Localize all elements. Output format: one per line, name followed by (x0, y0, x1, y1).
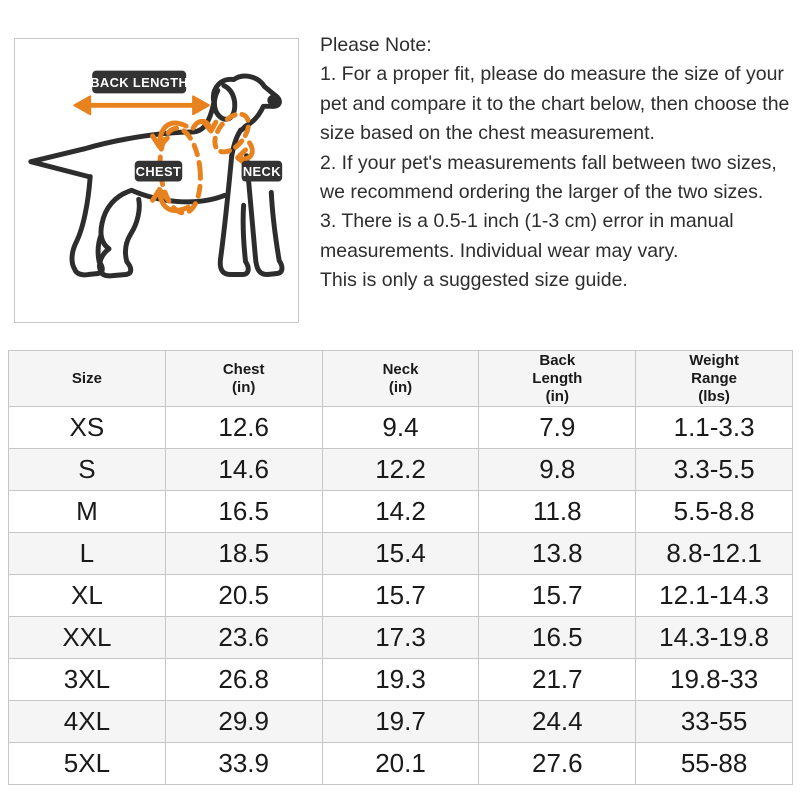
dog-hind-leg-near (97, 187, 142, 279)
table-cell: 15.7 (321, 574, 480, 617)
size-table-head: Size Chest (in) Neck (in) Back Length (i… (8, 350, 793, 407)
table-row: XXL 23.6 17.3 16.5 14.3-19.8 (8, 616, 793, 659)
header-cell-size: Size (8, 350, 166, 407)
table-cell: 14.2 (321, 490, 480, 533)
table-cell: 19.3 (321, 658, 480, 701)
table-cell: 3XL (8, 658, 166, 701)
notes-title: Please Note: (320, 34, 432, 56)
table-cell: 18.5 (164, 532, 323, 575)
notes-section: Please Note: 1. For a proper fit, please… (320, 31, 796, 296)
header-row: Size Chest (in) Neck (in) Back Length (i… (8, 350, 793, 407)
table-cell: 14.3-19.8 (635, 616, 793, 659)
table-cell: 27.6 (478, 742, 637, 785)
table-cell: M (8, 490, 166, 533)
header-cell-back-length: Back Length (in) (478, 350, 637, 407)
dog-nose (267, 94, 282, 107)
back-length-arrowhead-right (192, 95, 210, 116)
diagram-labels: BACK LENGTH CHEST NECK (90, 70, 283, 182)
table-row: L 18.5 15.4 13.8 8.8-12.1 (8, 532, 793, 575)
table-cell: 20.5 (164, 574, 323, 617)
table-cell: 14.6 (164, 448, 323, 491)
dog-throat (229, 127, 244, 159)
table-cell: 4XL (8, 700, 166, 743)
header-cell-chest: Chest (in) (164, 350, 323, 407)
table-cell: 26.8 (164, 658, 323, 701)
table-cell: 29.9 (164, 700, 323, 743)
table-cell: 33-55 (635, 700, 793, 743)
dog-diagram-svg: BACK LENGTH CHEST NECK (28, 70, 285, 279)
dog-front-leg-far (244, 153, 285, 277)
header-cell-weight-range: Weight Range (lbs) (635, 350, 793, 407)
dog-belly (129, 187, 228, 205)
table-row: XS 12.6 9.4 7.9 1.1-3.3 (8, 406, 793, 449)
table-cell: 17.3 (321, 616, 480, 659)
measurement-diagram-box: BACK LENGTH CHEST NECK (14, 38, 299, 323)
table-cell: 16.5 (164, 490, 323, 533)
table-cell: 5.5-8.8 (635, 490, 793, 533)
back-length-label: BACK LENGTH (90, 75, 188, 90)
table-row: 3XL 26.8 19.3 21.7 19.8-33 (8, 658, 793, 701)
note-item-2: 2. If your pet's measurements fall betwe… (320, 151, 777, 204)
neck-arrow-top-head (201, 119, 219, 134)
dog-hind-leg-far (69, 174, 105, 278)
chest-label: CHEST (136, 164, 182, 179)
table-cell: 11.8 (478, 490, 637, 533)
measurement-marks (73, 95, 255, 216)
table-cell: XS (8, 406, 166, 449)
table-row: 4XL 29.9 19.7 24.4 33-55 (8, 700, 793, 743)
table-cell: 3.3-5.5 (635, 448, 793, 491)
table-cell: 55-88 (635, 742, 793, 785)
chest-arrow-top-head (150, 133, 170, 150)
chest-arrow-bottom-head (150, 186, 170, 203)
chest-arrow-bottom (156, 189, 191, 213)
neck-label-bg (241, 160, 283, 182)
table-cell: 12.6 (164, 406, 323, 449)
neck-label: NECK (243, 164, 281, 179)
table-cell: L (8, 532, 166, 575)
table-row: M 16.5 14.2 11.8 5.5-8.8 (8, 490, 793, 533)
table-cell: 16.5 (478, 616, 637, 659)
chest-arrow-top (156, 120, 189, 147)
note-item-1: 1. For a proper fit, please do measure t… (320, 63, 790, 145)
table-cell: 9.4 (321, 406, 480, 449)
size-chart-table: Size Chest (in) Neck (in) Back Length (i… (8, 350, 793, 785)
table-cell: 8.8-12.1 (635, 532, 793, 575)
table-row: S 14.6 12.2 9.8 3.3-5.5 (8, 448, 793, 491)
neck-girth-ellipse (212, 111, 251, 155)
dog-front-leg-near (217, 153, 251, 277)
table-cell: 33.9 (164, 742, 323, 785)
dog-outline-drawing (28, 73, 285, 279)
table-cell: S (8, 448, 166, 491)
table-cell: 15.4 (321, 532, 480, 575)
dog-tail (28, 146, 91, 180)
table-cell: 1.1-3.3 (635, 406, 793, 449)
table-cell: 20.1 (321, 742, 480, 785)
table-row: XL 20.5 15.7 15.7 12.1-14.3 (8, 574, 793, 617)
table-cell: 12.1-14.3 (635, 574, 793, 617)
chest-label-bg (134, 160, 183, 182)
table-cell: XXL (8, 616, 166, 659)
table-cell: 24.4 (478, 700, 637, 743)
header-cell-neck: Neck (in) (321, 350, 480, 407)
table-cell: 7.9 (478, 406, 637, 449)
back-length-arrowhead-left (73, 95, 92, 116)
note-item-3: 3. There is a 0.5-1 inch (1-3 cm) error … (320, 210, 734, 262)
table-cell: 12.2 (321, 448, 480, 491)
table-cell: 9.8 (478, 448, 637, 491)
table-row: 5XL 33.9 20.1 27.6 55-88 (8, 742, 793, 785)
table-cell: XL (8, 574, 166, 617)
back-length-label-bg (92, 70, 187, 94)
note-item-4: This is only a suggested size guide. (320, 269, 628, 292)
table-cell: 23.6 (164, 616, 323, 659)
table-cell: 21.7 (478, 658, 637, 701)
table-cell: 15.7 (478, 574, 637, 617)
table-cell: 19.7 (321, 700, 480, 743)
table-cell: 5XL (8, 742, 166, 785)
size-table-body: XS 12.6 9.4 7.9 1.1-3.3 S 14.6 12.2 9.8 3.3-5.5 M 1… (8, 406, 793, 785)
table-cell: 13.8 (478, 532, 637, 575)
table-cell: 19.8-33 (635, 658, 793, 701)
